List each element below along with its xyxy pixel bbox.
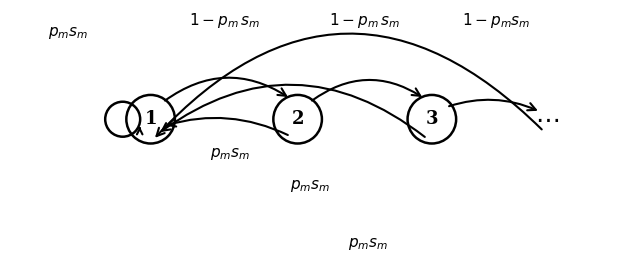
FancyArrowPatch shape	[165, 78, 286, 101]
Text: $p_m s_m$: $p_m s_m$	[211, 146, 251, 162]
Text: 3: 3	[426, 110, 438, 128]
FancyArrowPatch shape	[162, 85, 425, 137]
Text: $p_m s_m$: $p_m s_m$	[49, 25, 88, 41]
Text: 2: 2	[291, 110, 304, 128]
Text: $p_m s_m$: $p_m s_m$	[348, 236, 388, 252]
Text: $1 - p_m\, s_m$: $1 - p_m\, s_m$	[329, 11, 400, 30]
FancyArrowPatch shape	[168, 118, 288, 135]
Text: $1 - p_m\, s_m$: $1 - p_m\, s_m$	[189, 11, 260, 30]
Text: $\cdots$: $\cdots$	[535, 108, 559, 131]
Text: $p_m s_m$: $p_m s_m$	[291, 178, 330, 194]
FancyArrowPatch shape	[449, 100, 536, 110]
FancyArrowPatch shape	[157, 34, 541, 136]
Text: 1: 1	[145, 110, 157, 128]
FancyArrowPatch shape	[312, 80, 420, 101]
Text: $1 - p_m s_m$: $1 - p_m s_m$	[461, 11, 530, 30]
